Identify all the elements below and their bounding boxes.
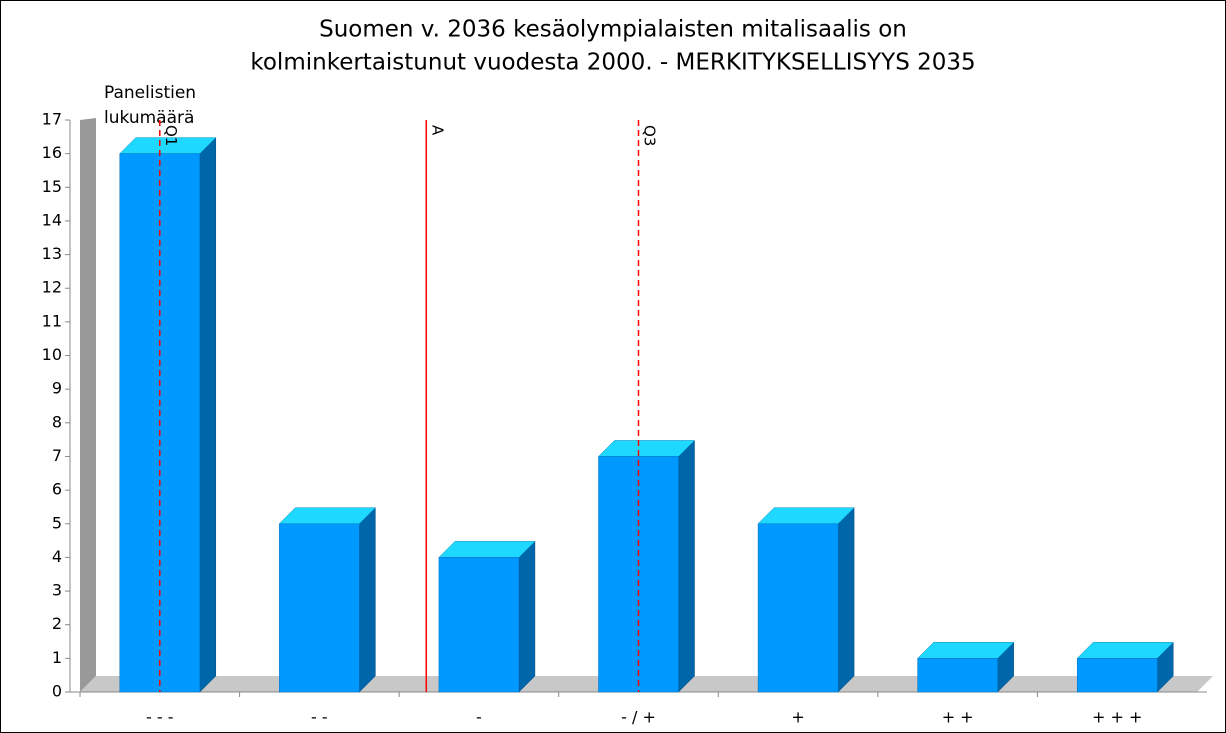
bar-front	[917, 658, 998, 693]
y-tick-label: 16	[42, 143, 62, 162]
y-axis-label: lukumäärä	[104, 108, 194, 128]
x-tick-label: + +	[942, 708, 974, 727]
y-tick-label: 7	[52, 446, 62, 465]
bar	[438, 540, 536, 693]
bar	[757, 507, 855, 693]
y-tick-label: 2	[52, 614, 62, 633]
bar	[278, 507, 376, 693]
bar	[597, 439, 696, 693]
x-tick-label: -	[476, 708, 482, 727]
y-tick-label: 12	[42, 278, 62, 297]
y-axis-label: Panelistien	[104, 83, 196, 103]
bar-side	[678, 439, 695, 693]
bar-side	[837, 507, 855, 693]
bar-top	[1076, 642, 1174, 659]
y-tick-label: 3	[52, 581, 62, 600]
y-tick-label: 9	[52, 379, 62, 398]
bar-top	[757, 507, 855, 525]
annotation-label: Q1	[162, 125, 180, 146]
y-tick-label: 11	[42, 311, 62, 330]
bar-front	[1076, 658, 1158, 693]
x-tick-label: +	[791, 708, 804, 727]
y-tick-label: 5	[52, 513, 62, 532]
bar-top	[917, 642, 1015, 659]
bar-side	[518, 540, 536, 693]
annotation-label: Q3	[641, 125, 659, 146]
bar	[1076, 641, 1174, 693]
bar-front	[279, 523, 360, 693]
y-tick-label: 6	[52, 480, 62, 499]
x-tick-label: + + +	[1092, 708, 1142, 727]
x-tick-label: - -	[311, 708, 328, 727]
y-tick-label: 17	[42, 110, 62, 129]
bar	[119, 137, 217, 693]
y-tick-label: 10	[42, 345, 62, 364]
bar-front	[438, 557, 520, 693]
y-tick-label: 15	[42, 177, 62, 196]
bar-top	[438, 541, 536, 558]
chart-title: kolminkertaistunut vuodesta 2000. - MERK…	[250, 50, 975, 76]
bar	[917, 641, 1015, 693]
y-tick-label: 14	[42, 210, 62, 229]
annotation-label: A	[428, 125, 446, 136]
y-tick-label: 4	[52, 547, 62, 566]
back-wall-side	[80, 118, 96, 692]
bar-side	[199, 137, 217, 693]
y-tick-label: 13	[42, 244, 62, 263]
chart-title: Suomen v. 2036 kesäolympialaisten mitali…	[319, 17, 907, 43]
x-tick-label: - / +	[621, 708, 656, 727]
bar-top	[278, 507, 376, 525]
y-tick-label: 8	[52, 412, 62, 431]
y-tick-label: 1	[52, 648, 62, 667]
bar-top	[597, 440, 696, 457]
y-tick-label: 0	[52, 682, 62, 701]
bar-side	[359, 507, 376, 693]
bar-front	[757, 523, 839, 693]
x-tick-label: - - -	[146, 708, 174, 727]
